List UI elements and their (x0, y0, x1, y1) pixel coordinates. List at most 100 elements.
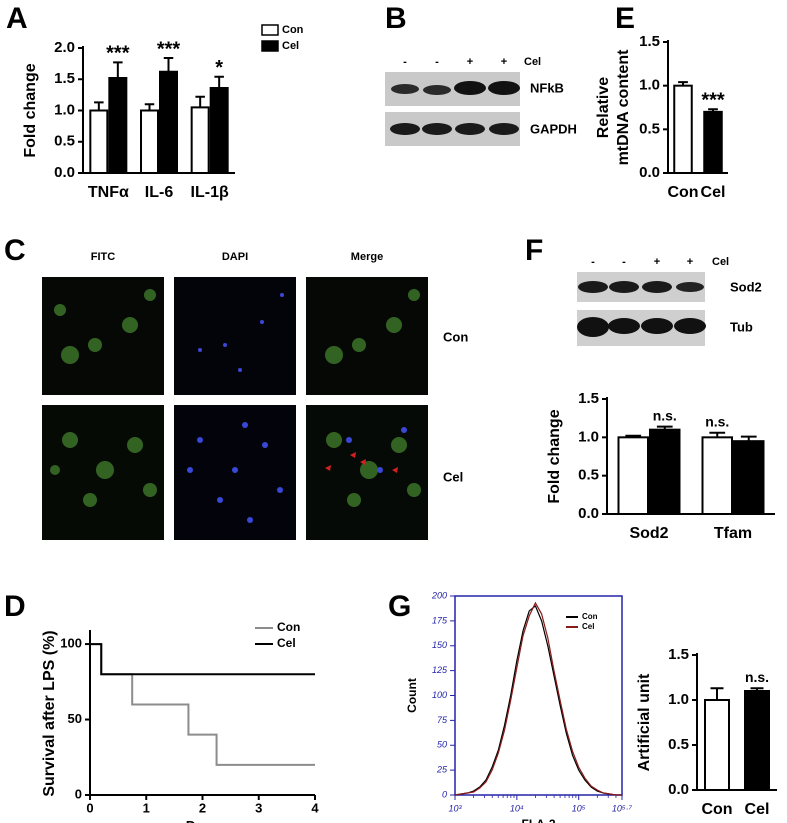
x-tick-label: Con (667, 184, 698, 201)
x-tick-label: IL-1β (191, 184, 229, 201)
panel-label: B (385, 2, 407, 35)
y-tick-label: 1.5 (578, 390, 599, 407)
x-tick-label: 2 (199, 800, 206, 815)
y-tick-label: 50 (437, 740, 447, 750)
y-tick-label: 1.0 (639, 77, 660, 94)
band (608, 318, 640, 334)
line (454, 604, 622, 796)
lane-label: + (501, 56, 507, 68)
line (90, 643, 315, 676)
bar (159, 70, 178, 174)
error-bar (740, 435, 757, 442)
lane-label: - (435, 56, 439, 68)
band (578, 281, 608, 293)
y-tick-label: 50 (68, 711, 82, 726)
legend-swatch (261, 24, 279, 36)
band (454, 81, 486, 95)
band (577, 317, 609, 337)
panel-label: D (4, 590, 26, 623)
plot-frame (454, 595, 623, 796)
y-axis-label: Fold change (546, 409, 563, 503)
band (676, 282, 704, 292)
y-tick-label: 0.5 (668, 736, 689, 753)
error-bar (625, 434, 642, 438)
y-axis-label: Relative (595, 77, 612, 138)
x-tick-label: 10⁴ (510, 803, 524, 813)
y-tick-label: 0.0 (578, 505, 599, 522)
panel-label: G (388, 590, 411, 623)
y-tick-label: 0 (75, 786, 82, 801)
error-bar (94, 101, 104, 111)
band-label: NFkB (530, 80, 564, 95)
bar (703, 110, 723, 175)
x-tick-label: 1 (143, 800, 150, 815)
line (90, 643, 315, 766)
bar (89, 109, 109, 174)
annotation: n.s. (745, 669, 769, 685)
column-title: FITC (91, 251, 115, 263)
x-tick-label: 10⁵ (572, 803, 586, 813)
band (455, 123, 485, 135)
bar (673, 84, 693, 174)
y-tick-label: 0.0 (54, 164, 75, 181)
bar (704, 699, 730, 791)
microscopy: FITC DAPI Merge Con Cel (42, 251, 468, 540)
y-tick-label: 0 (442, 789, 447, 799)
annotation: *** (106, 43, 130, 65)
bar (744, 690, 770, 791)
nuclei (187, 293, 407, 523)
error-bar (710, 687, 724, 700)
band-label: GAPDH (530, 121, 577, 136)
legend-label: Con (277, 620, 300, 634)
y-tick-label: 1.0 (578, 428, 599, 445)
error-bar (656, 425, 673, 430)
cells (50, 289, 421, 507)
x-tick-label: 3 (255, 800, 262, 815)
bar (701, 436, 733, 516)
error-bar (214, 75, 224, 88)
y-tick-label: 150 (432, 640, 447, 650)
y-axis-label: Count (405, 678, 419, 713)
x-tick-label: Tfam (714, 525, 752, 542)
y-tick-label: 1.5 (54, 70, 75, 87)
band-label: Tub (730, 319, 753, 334)
y-tick-label: 1.5 (668, 646, 689, 663)
band (390, 123, 420, 135)
y-tick-label: 25 (436, 765, 448, 775)
x-tick-label: 10⁵·⁷ (612, 803, 633, 813)
error-bar (678, 81, 688, 86)
row-label: Con (443, 329, 468, 344)
arrowheads (325, 452, 398, 473)
annotation: *** (157, 38, 181, 60)
error-bar (708, 108, 718, 112)
bar (649, 428, 681, 515)
lane-label: + (687, 256, 693, 268)
band (642, 281, 672, 293)
y-tick-label: 0.0 (668, 781, 689, 798)
legend-label: Cel (277, 636, 296, 650)
lane-label: - (622, 256, 626, 268)
bar (140, 109, 159, 174)
panel-label: F (525, 234, 543, 267)
y-axis-label: mtDNA content (615, 49, 632, 166)
error-bar (144, 103, 155, 111)
y-tick-label: 175 (432, 615, 448, 625)
y-tick-label: 75 (437, 715, 448, 725)
y-tick-label: 1.0 (54, 101, 75, 118)
image (42, 277, 164, 395)
x-tick-label: TNFα (88, 184, 129, 201)
band (423, 85, 451, 95)
x-tick-label: 10³ (448, 803, 462, 813)
y-tick-label: 100 (432, 690, 447, 700)
band-label: Sod2 (730, 279, 762, 294)
x-tick-label: Sod2 (629, 525, 668, 542)
band (391, 84, 419, 94)
y-axis-label: Survival after LPS (%) (41, 630, 58, 796)
blot-b: - - + + Cel NFkB GAPDH (385, 56, 577, 146)
band (422, 123, 452, 135)
y-tick-label: 1.0 (668, 691, 689, 708)
y-tick-label: 0.5 (54, 133, 75, 150)
x-axis-label: Days (186, 818, 220, 823)
y-tick-label: 100 (60, 636, 82, 651)
